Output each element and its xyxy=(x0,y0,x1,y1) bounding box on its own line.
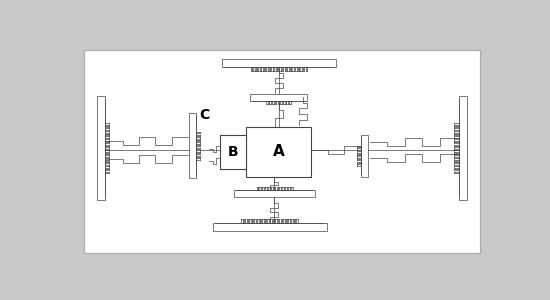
Text: B: B xyxy=(228,145,238,159)
Text: A: A xyxy=(273,144,284,159)
Bar xyxy=(459,96,466,200)
Bar xyxy=(220,135,246,169)
Bar xyxy=(84,50,480,253)
Text: C: C xyxy=(200,108,210,122)
Bar xyxy=(97,96,104,200)
Bar xyxy=(222,59,336,67)
Bar xyxy=(361,135,368,177)
Bar xyxy=(234,190,315,197)
Bar xyxy=(246,127,311,177)
Bar xyxy=(189,113,196,178)
Bar xyxy=(212,223,327,231)
Bar xyxy=(250,94,307,101)
